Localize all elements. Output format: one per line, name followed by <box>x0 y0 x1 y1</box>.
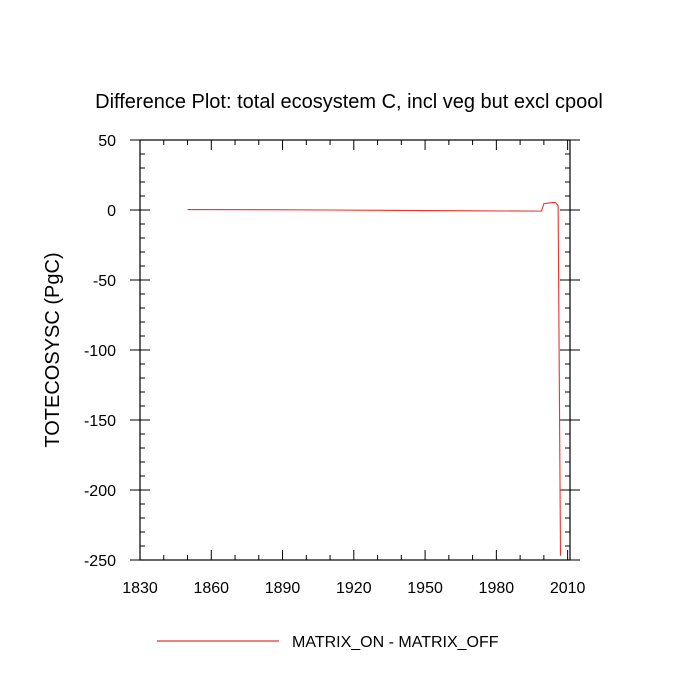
series-line <box>187 201 562 556</box>
legend: MATRIX_ON - MATRIX_OFF <box>157 634 499 651</box>
minor-ticks <box>140 140 570 560</box>
x-tick-label: 1890 <box>265 580 301 597</box>
y-tick-label: -250 <box>84 553 116 570</box>
x-tick-label: 1830 <box>122 580 158 597</box>
y-axis-ticks: 50 0 -50 -100 -150 -200 -250 <box>84 133 580 570</box>
series-layer <box>187 201 562 556</box>
x-tick-label: 1950 <box>407 580 443 597</box>
y-tick-label: 50 <box>98 133 116 150</box>
x-tick-label: 1980 <box>479 580 515 597</box>
legend-label: MATRIX_ON - MATRIX_OFF <box>292 634 499 651</box>
y-axis-label: TOTECOSYSC (PgC) <box>42 252 64 447</box>
x-axis-ticks: 1830 1860 1890 1920 1950 1980 2010 <box>122 140 586 597</box>
y-tick-label: -200 <box>84 483 116 500</box>
x-tick-label: 2010 <box>550 580 586 597</box>
x-tick-label: 1860 <box>193 580 229 597</box>
y-tick-label: -100 <box>84 343 116 360</box>
chart-title: Difference Plot: total ecosystem C, incl… <box>95 91 603 113</box>
y-tick-label: -50 <box>93 273 116 290</box>
x-tick-label: 1920 <box>336 580 372 597</box>
plot-border <box>139 139 571 561</box>
plot-frame <box>139 139 571 561</box>
y-tick-label: 0 <box>107 203 116 220</box>
y-tick-label: -150 <box>84 413 116 430</box>
